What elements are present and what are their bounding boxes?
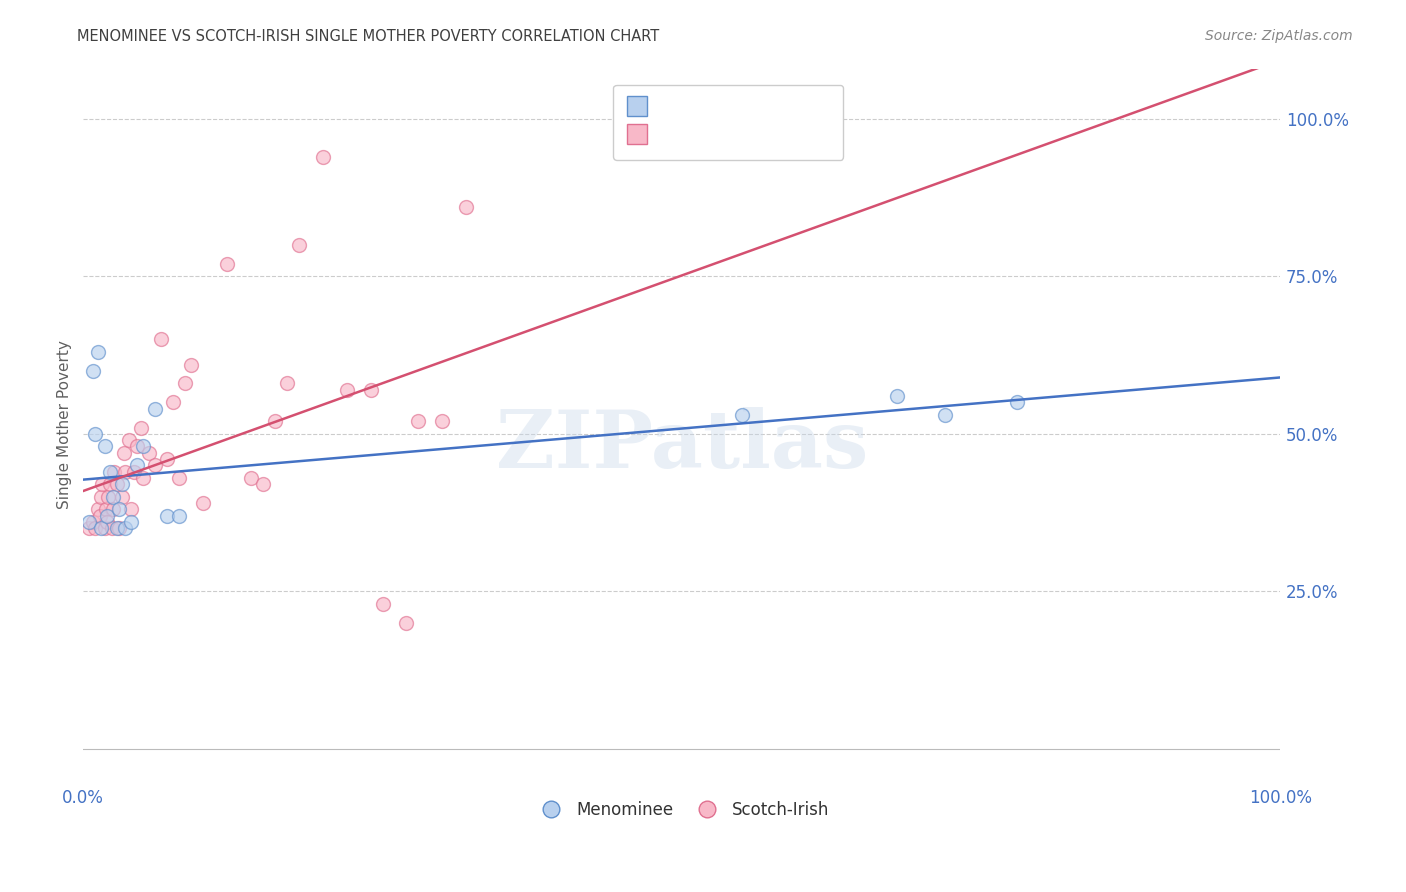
Point <box>360 383 382 397</box>
Point <box>91 477 114 491</box>
Point <box>94 440 117 454</box>
Text: N =: N = <box>733 105 789 123</box>
Point <box>90 490 112 504</box>
Legend: Menominee, Scotch-Irish: Menominee, Scotch-Irish <box>527 794 835 825</box>
Point <box>96 515 118 529</box>
Point <box>82 364 104 378</box>
Point <box>167 471 190 485</box>
Point <box>215 257 238 271</box>
Point <box>122 465 145 479</box>
Point <box>408 414 430 428</box>
Point <box>395 615 418 630</box>
Point <box>77 521 100 535</box>
Point <box>114 521 136 535</box>
Point <box>191 496 214 510</box>
Point <box>167 508 190 523</box>
Point <box>94 521 117 535</box>
Point <box>156 452 179 467</box>
Text: R =: R = <box>637 105 675 123</box>
Point <box>127 440 149 454</box>
Point <box>77 515 100 529</box>
Point <box>120 515 142 529</box>
Point <box>276 376 298 391</box>
Point <box>156 508 179 523</box>
Point <box>82 515 104 529</box>
Text: 49: 49 <box>787 136 813 153</box>
Point <box>143 401 166 416</box>
Point <box>1005 395 1028 409</box>
Point <box>132 440 155 454</box>
Text: N =: N = <box>733 136 789 153</box>
Text: 0.185: 0.185 <box>673 105 730 123</box>
Point <box>287 238 309 252</box>
Point <box>120 502 142 516</box>
Point <box>252 477 274 491</box>
Text: Source: ZipAtlas.com: Source: ZipAtlas.com <box>1205 29 1353 43</box>
Point <box>263 414 285 428</box>
Point <box>84 521 107 535</box>
Point <box>371 597 394 611</box>
Point <box>432 414 454 428</box>
Point <box>103 490 125 504</box>
Point <box>730 408 752 422</box>
Point <box>103 502 125 516</box>
Text: MENOMINEE VS SCOTCH-IRISH SINGLE MOTHER POVERTY CORRELATION CHART: MENOMINEE VS SCOTCH-IRISH SINGLE MOTHER … <box>77 29 659 44</box>
Y-axis label: Single Mother Poverty: Single Mother Poverty <box>58 340 72 508</box>
Point <box>239 471 262 485</box>
Point <box>132 471 155 485</box>
Point <box>86 502 108 516</box>
Point <box>127 458 149 473</box>
Point <box>138 446 160 460</box>
Point <box>103 465 125 479</box>
Point <box>312 150 335 164</box>
Point <box>174 376 197 391</box>
Point <box>86 345 108 359</box>
Text: ZIPatlas: ZIPatlas <box>496 407 868 484</box>
Point <box>162 395 184 409</box>
Point <box>105 477 128 491</box>
Point <box>886 389 908 403</box>
Point <box>105 521 128 535</box>
Point <box>129 420 152 434</box>
Point <box>101 521 124 535</box>
Text: 23: 23 <box>787 105 813 123</box>
Point <box>96 508 118 523</box>
Text: 0.551: 0.551 <box>673 136 730 153</box>
Point <box>336 383 359 397</box>
Point <box>98 477 121 491</box>
Point <box>97 490 120 504</box>
Point <box>180 358 202 372</box>
Point <box>114 465 136 479</box>
Text: R =: R = <box>637 136 675 153</box>
Point <box>456 200 478 214</box>
Point <box>90 521 112 535</box>
Point <box>98 465 121 479</box>
Point <box>150 332 173 346</box>
Point <box>112 446 135 460</box>
Point <box>84 426 107 441</box>
Point <box>94 502 117 516</box>
Point <box>110 490 132 504</box>
Point <box>143 458 166 473</box>
Point <box>108 502 131 516</box>
Point <box>110 477 132 491</box>
Point <box>934 408 956 422</box>
Point <box>89 508 111 523</box>
Point <box>118 433 141 447</box>
Point <box>108 521 131 535</box>
